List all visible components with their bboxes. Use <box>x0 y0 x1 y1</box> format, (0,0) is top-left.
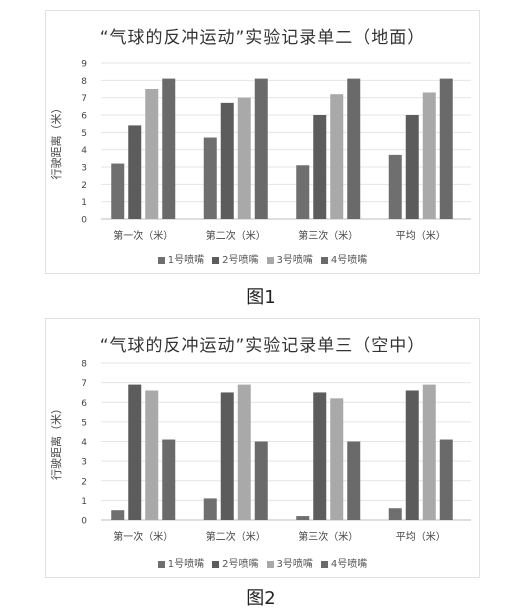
bar-1号喷嘴-第二次（米） <box>203 137 217 219</box>
bar-2号喷嘴-平均（米） <box>405 390 419 520</box>
bar-4号喷嘴-第一次（米） <box>162 78 176 219</box>
bar-chart-ground: 0 1 2 3 4 5 6 7 8 9 行驶距离（米） 第一次（米） 第二次（米） 第三次（米） 平均（米） <box>49 60 471 242</box>
legend-swatch <box>157 560 165 568</box>
legend-swatch <box>320 256 328 264</box>
legend-item: 3号喷嘴 <box>266 555 313 570</box>
legend-label: 2号喷嘴 <box>222 255 259 266</box>
x-category-label: 平均（米） <box>396 530 446 543</box>
y-tick-label: 3 <box>81 458 87 468</box>
bar-3号喷嘴-第三次（米） <box>330 94 344 219</box>
bar-2号喷嘴-第一次（米） <box>128 384 142 520</box>
legend-swatch <box>266 256 274 264</box>
legend-swatch <box>320 560 328 568</box>
bar-3号喷嘴-第一次（米） <box>145 89 159 219</box>
y-tick-label: 5 <box>81 129 87 139</box>
legend-item: 4号喷嘴 <box>320 555 368 570</box>
bar-2号喷嘴-第三次（米） <box>313 115 327 219</box>
bar-1号喷嘴-第二次（米） <box>203 498 217 520</box>
legend-label: 2号喷嘴 <box>222 559 259 570</box>
x-category-label: 第二次（米） <box>206 229 266 242</box>
y-tick-label: 4 <box>81 146 87 156</box>
y-tick-label: 0 <box>81 216 87 226</box>
y-tick-label: 7 <box>81 94 87 104</box>
y-tick-label: 9 <box>81 60 87 70</box>
y-tick-label: 0 <box>81 517 87 527</box>
legend-label: 4号喷嘴 <box>330 559 368 570</box>
y-tick-label: 6 <box>81 112 87 122</box>
bar-3号喷嘴-第二次（米） <box>237 97 251 219</box>
bar-1号喷嘴-平均（米） <box>388 508 402 520</box>
chart-panel-1: “气球的反冲运动”实验记录单二（地面） 0 1 2 3 4 5 6 7 8 9 行驶距离（米） 第一次… <box>45 10 480 274</box>
y-axis-label: 行驶距离（米） <box>49 103 63 180</box>
legend-item: 1号喷嘴 <box>157 555 205 570</box>
figure-caption-2: 图2 <box>246 588 276 609</box>
y-tick-label: 5 <box>81 418 87 428</box>
y-tick-label: 1 <box>81 497 87 507</box>
legend-label: 1号喷嘴 <box>167 559 205 570</box>
legend-item: 2号喷嘴 <box>212 251 259 266</box>
chart-panel-2: “气球的反冲运动”实验记录单三（空中） 0 1 2 3 4 5 6 7 8 行驶距离（米） 第一次（… <box>45 318 480 578</box>
x-category-label: 第三次（米） <box>298 530 358 543</box>
chart-title: “气球的反冲运动”实验记录单三（空中） <box>99 336 426 356</box>
bar-4号喷嘴-平均（米） <box>439 78 453 219</box>
bar-4号喷嘴-第一次（米） <box>162 439 176 520</box>
bar-3号喷嘴-第三次（米） <box>330 398 344 520</box>
legend-swatch <box>212 256 220 264</box>
x-category-label: 第二次（米） <box>206 530 266 543</box>
legend-label: 3号喷嘴 <box>276 255 313 266</box>
bar-3号喷嘴-平均（米） <box>422 384 436 520</box>
legend-item: 4号喷嘴 <box>320 251 368 266</box>
x-category-label: 第三次（米） <box>298 229 358 242</box>
x-category-label: 第一次（米） <box>113 229 173 242</box>
y-tick-label: 2 <box>81 477 87 487</box>
bar-3号喷嘴-第一次（米） <box>145 390 159 520</box>
legend-item: 1号喷嘴 <box>157 251 205 266</box>
bar-1号喷嘴-平均（米） <box>388 154 402 219</box>
x-category-label: 第一次（米） <box>113 530 173 543</box>
bar-2号喷嘴-平均（米） <box>405 115 419 219</box>
y-tick-label: 4 <box>81 438 87 448</box>
bar-4号喷嘴-第二次（米） <box>254 441 268 520</box>
legend-label: 3号喷嘴 <box>276 559 313 570</box>
bar-3号喷嘴-第二次（米） <box>237 384 251 520</box>
legend-swatch <box>212 560 220 568</box>
bar-4号喷嘴-第二次（米） <box>254 78 268 219</box>
chart-legend: 1号喷嘴 2号喷嘴 3号喷嘴 4号喷嘴 <box>46 251 479 266</box>
legend-label: 1号喷嘴 <box>167 255 205 266</box>
legend-label: 4号喷嘴 <box>330 255 368 266</box>
y-tick-label: 8 <box>81 360 87 370</box>
bar-1号喷嘴-第一次（米） <box>111 510 125 520</box>
y-tick-label: 7 <box>81 379 87 389</box>
y-axis-label: 行驶距离（米） <box>49 403 63 480</box>
y-tick-label: 3 <box>81 164 87 174</box>
bar-3号喷嘴-平均（米） <box>422 92 436 219</box>
legend-swatch <box>266 560 274 568</box>
y-tick-label: 8 <box>81 77 87 87</box>
bar-2号喷嘴-第二次（米） <box>220 392 234 520</box>
legend-item: 2号喷嘴 <box>212 555 259 570</box>
bar-2号喷嘴-第三次（米） <box>313 392 327 520</box>
bar-chart-air: 0 1 2 3 4 5 6 7 8 行驶距离（米） 第一次（米） 第二次（米） 第三次（米） 平均（米） <box>49 360 471 543</box>
y-tick-label: 2 <box>81 181 87 191</box>
y-tick-label: 6 <box>81 399 87 409</box>
y-tick-label: 1 <box>81 198 87 208</box>
bar-1号喷嘴-第三次（米） <box>296 516 310 520</box>
x-category-label: 平均（米） <box>396 229 446 242</box>
bar-2号喷嘴-第二次（米） <box>220 102 234 219</box>
bar-4号喷嘴-平均（米） <box>439 439 453 520</box>
bar-4号喷嘴-第三次（米） <box>347 78 361 219</box>
bar-1号喷嘴-第一次（米） <box>111 163 125 219</box>
legend-item: 3号喷嘴 <box>266 251 313 266</box>
bar-1号喷嘴-第三次（米） <box>296 165 310 219</box>
bar-2号喷嘴-第一次（米） <box>128 125 142 219</box>
figure-caption-1: 图1 <box>246 287 276 308</box>
chart-legend: 1号喷嘴 2号喷嘴 3号喷嘴 4号喷嘴 <box>46 555 479 570</box>
bar-4号喷嘴-第三次（米） <box>347 441 361 520</box>
chart-title: “气球的反冲运动”实验记录单二（地面） <box>99 28 426 48</box>
legend-swatch <box>157 256 165 264</box>
